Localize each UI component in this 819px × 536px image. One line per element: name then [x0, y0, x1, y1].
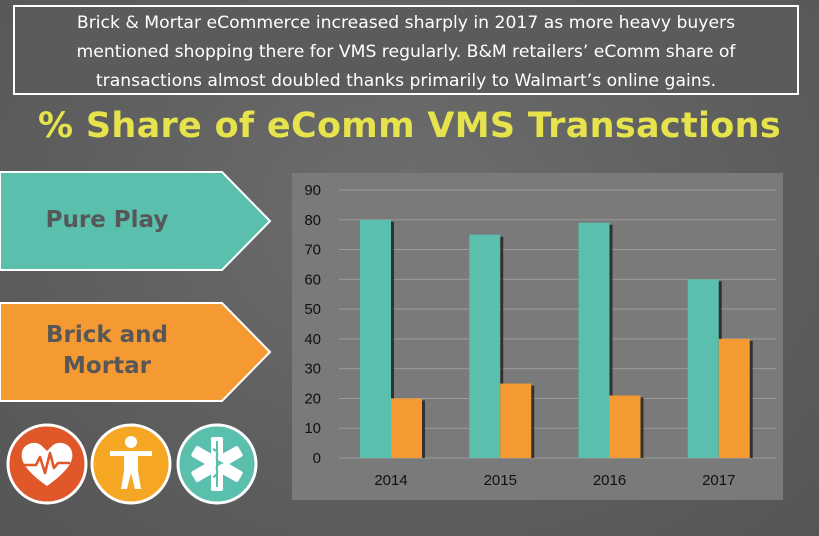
bar-brick-and-mortar-2014	[391, 398, 422, 458]
y-tick-label: 60	[304, 271, 321, 288]
y-tick-label: 70	[304, 242, 321, 259]
summary-callout: Brick & Mortar eCommerce increased sharp…	[13, 5, 799, 95]
y-tick-label: 20	[304, 390, 321, 407]
chart-title: % Share of eComm VMS Transactions	[38, 106, 781, 146]
x-tick-label: 2016	[593, 472, 626, 489]
legend-brick-shape	[0, 302, 272, 402]
bar-pure-play-2014	[360, 219, 391, 458]
bar-pure-play-2016	[578, 222, 610, 458]
y-tick-label: 40	[304, 331, 321, 348]
y-tick-label: 0	[313, 450, 321, 467]
legend-pure-play-label: Pure Play	[45, 207, 169, 233]
x-tick-label: 2015	[484, 472, 517, 489]
bar-pure-play-2017	[687, 279, 719, 458]
x-tick-label: 2014	[374, 472, 407, 489]
y-tick-label: 90	[304, 182, 321, 199]
legend-pure-play-shape	[0, 171, 272, 271]
legend-pure-play: Pure Play	[0, 171, 272, 271]
legend-brick-label: Brick and Mortar	[45, 322, 169, 379]
callout-line-3: transactions almost doubled thanks prima…	[95, 71, 717, 91]
legend-brick-and-mortar: Brick and Mortar	[0, 302, 272, 402]
bar-brick-and-mortar-2017	[718, 338, 750, 458]
y-tick-label: 30	[304, 361, 321, 378]
medical-star-icon	[176, 423, 258, 505]
y-tick-label: 80	[304, 212, 321, 229]
y-tick-label: 50	[304, 301, 321, 318]
bar-chart: 0 10 20 30 40 50 60 70 80 90 2014 2015 2016 2017	[292, 173, 783, 500]
heart-pulse-icon	[6, 423, 88, 505]
bar-brick-and-mortar-2015	[500, 383, 532, 458]
bar-pure-play-2015	[469, 234, 501, 458]
y-tick-label: 10	[304, 420, 321, 437]
callout-line-1: Brick & Mortar eCommerce increased sharp…	[76, 13, 736, 33]
bar-brick-and-mortar-2016	[609, 395, 641, 458]
human-figure-icon	[90, 423, 172, 505]
x-tick-label: 2017	[702, 472, 735, 489]
callout-line-2: mentioned shopping there for VMS regular…	[76, 42, 736, 62]
